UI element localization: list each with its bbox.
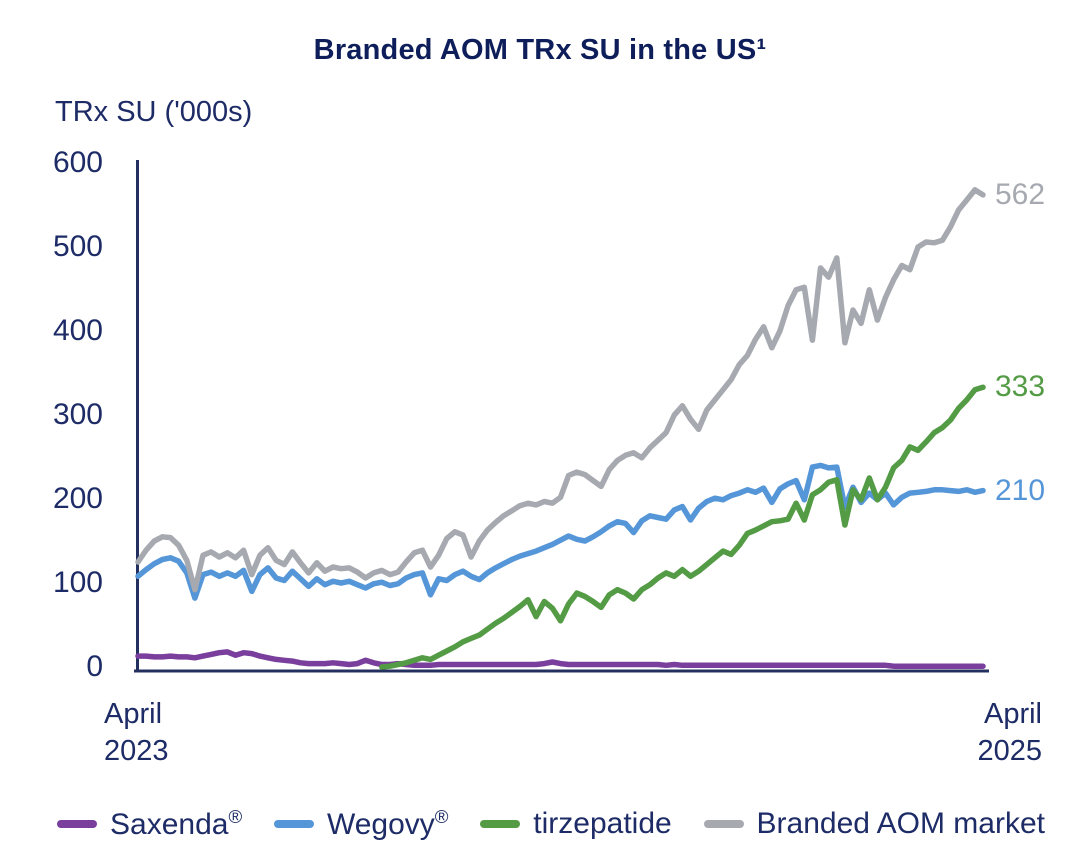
x-axis-label-start-month: April (104, 698, 163, 730)
legend-item-saxenda: Saxenda® (57, 806, 242, 842)
chart-title: Branded AOM TRx SU in the US¹ (313, 34, 767, 66)
y-tick-label-400: 400 (52, 314, 103, 347)
legend-label-tirzepatide: tirzepatide (533, 807, 672, 840)
x-axis-label-end-month: April (983, 698, 1042, 730)
legend-label-wegovy: Wegovy® (326, 806, 449, 841)
legend-item-tirzepatide: tirzepatide (480, 807, 672, 841)
legend-swatch-tirzepatide (480, 820, 521, 828)
x-axis-label-start: April 2023 (104, 696, 169, 770)
x-axis-label-end: April 2025 (977, 696, 1042, 770)
y-tick-label-0: 0 (86, 650, 103, 683)
series-line-tirzepatide (379, 384, 986, 670)
legend: Saxenda® Wegovy® tirzepatide Branded AOM ma… (57, 806, 1045, 842)
legend-label-saxenda: Saxenda® (110, 806, 243, 841)
legend-swatch-wegovy (273, 820, 314, 828)
y-tick-label-600: 600 (52, 146, 103, 179)
x-axis-label-start-year: 2023 (104, 735, 169, 767)
legend-item-wegovy: Wegovy® (273, 806, 449, 842)
y-axis-title: TRx SU ('000s) (55, 96, 253, 128)
series-end-value-tirzepatide: 333 (995, 370, 1046, 404)
y-tick-label-100: 100 (52, 566, 103, 599)
y-tick-label-200: 200 (52, 482, 103, 515)
series-end-value-branded-aom-market: 562 (995, 177, 1046, 211)
series-end-value-wegovy: 210 (995, 473, 1046, 507)
legend-swatch-saxenda (57, 820, 97, 828)
series-line-branded-aom-market (135, 187, 986, 593)
legend-swatch-branded-aom-market (703, 820, 744, 828)
series-line-saxenda (135, 649, 986, 669)
legend-label-branded-aom-market: Branded AOM market (756, 807, 1045, 840)
legend-item-branded-aom-market: Branded AOM market (703, 807, 1045, 841)
y-tick-label-500: 500 (52, 230, 103, 263)
y-tick-label-300: 300 (52, 398, 103, 431)
series-line-wegovy (135, 462, 986, 601)
x-axis-label-end-year: 2025 (977, 735, 1042, 767)
